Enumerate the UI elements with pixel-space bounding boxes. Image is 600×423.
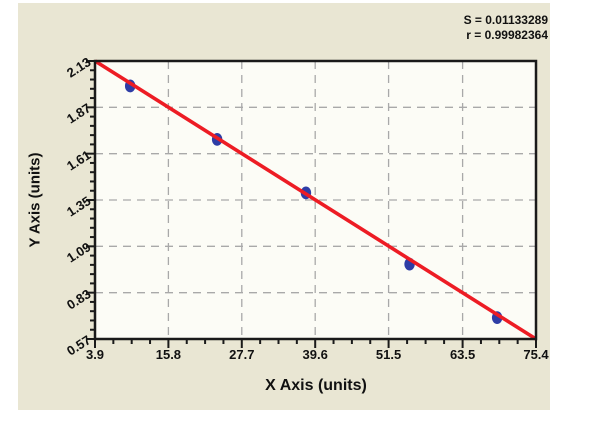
x-tick-label: 75.4 [523,347,549,362]
x-axis-title: X Axis (units) [265,377,367,394]
x-tick-label: 63.5 [449,347,476,362]
y-axis-title: Y Axis (units) [26,152,44,248]
x-tick-label: 51.5 [375,347,402,362]
stat-r-value: r = 0.99982364 [466,28,548,42]
x-tick-label: 3.9 [85,347,105,362]
regression-line [94,59,537,341]
x-tick-label: 39.6 [302,347,328,362]
stat-s-value: S = 0.01133289 [463,13,548,27]
fit-stats-block: S = 0.01133289 r = 0.99982364 [464,13,548,43]
x-tick-label: 15.8 [155,347,182,362]
x-tick-label: 27.7 [229,347,255,362]
